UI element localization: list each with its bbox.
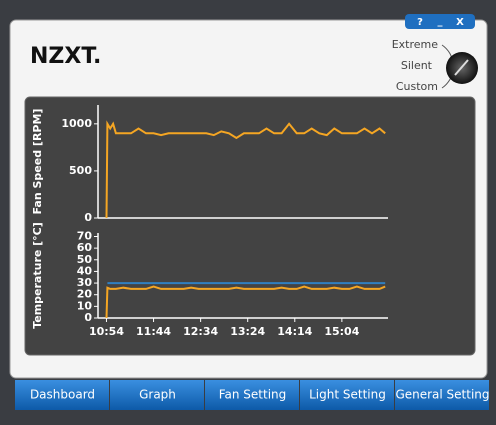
data-line xyxy=(105,120,386,219)
x-tick-label: 14:14 xyxy=(277,325,312,338)
tab[interactable] xyxy=(15,380,109,410)
minimize-button[interactable]: _ xyxy=(438,16,443,27)
y-tick-label: 1000 xyxy=(61,117,92,130)
tab-label[interactable]: Dashboard xyxy=(30,388,95,402)
y-tick-label: 0 xyxy=(84,211,92,224)
close-button[interactable]: X xyxy=(456,17,464,28)
mode-extreme[interactable]: Extreme xyxy=(392,38,439,51)
y-tick-label: 10 xyxy=(77,299,93,312)
tab[interactable] xyxy=(395,380,489,410)
tab-label[interactable]: Fan Setting xyxy=(219,388,287,402)
y-tick-label: 60 xyxy=(77,241,93,254)
y-axis-label: Fan Speed [RPM] xyxy=(31,109,44,215)
window-buttons xyxy=(405,14,475,29)
help-button[interactable]: ? xyxy=(417,17,423,28)
tab-label[interactable]: General Setting xyxy=(395,388,489,402)
x-tick-label: 12:34 xyxy=(183,325,218,338)
y-tick-label: 500 xyxy=(69,164,92,177)
y-tick-label: 20 xyxy=(77,288,93,301)
tab-label[interactable]: Light Setting xyxy=(309,388,386,402)
x-tick-label: 10:54 xyxy=(89,325,124,338)
y-tick-label: 30 xyxy=(77,276,93,289)
data-line xyxy=(105,285,386,319)
x-tick-label: 11:44 xyxy=(136,325,171,338)
tab[interactable] xyxy=(205,380,299,410)
knob-pointer xyxy=(454,59,469,76)
graph-panel xyxy=(24,96,476,356)
y-axis-label: Temperature [°C] xyxy=(31,222,44,329)
tab[interactable] xyxy=(110,380,204,410)
tab-label[interactable]: Graph xyxy=(139,388,176,402)
y-tick-label: 40 xyxy=(77,264,93,277)
tab[interactable] xyxy=(300,380,394,410)
y-tick-label: 70 xyxy=(77,229,93,242)
brand-logo: NZXT. xyxy=(30,44,101,69)
x-tick-label: 15:04 xyxy=(324,325,359,338)
y-tick-label: 50 xyxy=(77,253,93,266)
y-tick-label: 0 xyxy=(84,311,92,324)
mode-custom[interactable]: Custom xyxy=(396,80,438,93)
x-tick-label: 13:24 xyxy=(230,325,265,338)
mode-silent[interactable]: Silent xyxy=(401,59,433,72)
